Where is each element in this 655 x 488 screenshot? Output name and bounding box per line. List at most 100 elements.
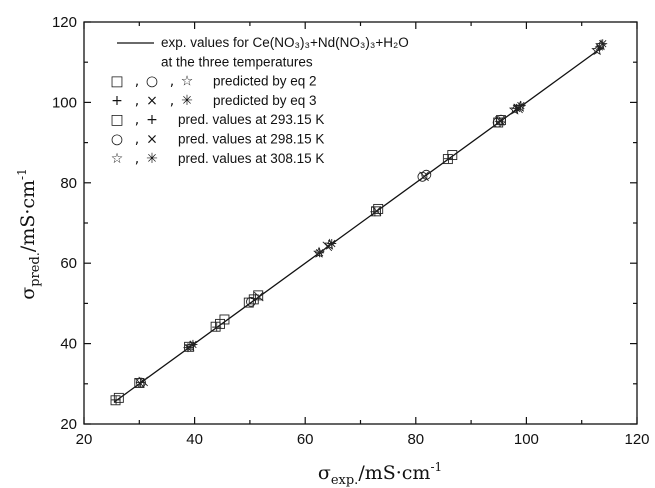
data-point-square — [113, 392, 124, 403]
data-point-circle — [492, 117, 503, 128]
data-point-square-shape — [113, 392, 124, 403]
data-point-plus-shape — [111, 395, 121, 405]
x-tick-label: 60 — [297, 431, 314, 448]
data-point-cross — [419, 171, 429, 182]
legend-symbol: + — [111, 93, 123, 109]
data-point-plus-shape — [212, 322, 222, 332]
y-tick-label: 80 — [60, 175, 77, 192]
legend-separator: , — [135, 112, 139, 128]
legend-entry-text: predicted by eq 2 — [213, 74, 317, 89]
data-point-cross — [138, 376, 148, 387]
data-point-circle-shape — [136, 377, 146, 388]
legend: exp. values for Ce(NO₃)₃+Nd(NO₃)₃+H₂O at … — [110, 35, 408, 167]
data-point-asterisk-shape — [327, 239, 337, 249]
legend-entry-text: pred. values at 293.15 K — [178, 112, 324, 127]
data-point-square — [373, 203, 384, 214]
data-point-asterisk-shape — [511, 103, 521, 113]
data-point-plus — [212, 322, 222, 332]
data-point-cross-shape — [135, 378, 145, 388]
legend-entry-text: at the three temperatures — [161, 54, 313, 69]
data-point-square — [253, 290, 264, 301]
data-point-cross-shape — [253, 291, 264, 302]
legend-separator: , — [135, 74, 139, 90]
data-point-asterisk-shape — [598, 39, 608, 49]
x-axis-symbol: σ — [318, 462, 331, 484]
legend-symbol: ○ — [111, 132, 123, 148]
data-point-cross — [253, 291, 264, 302]
legend-symbol: ✳ — [146, 151, 158, 167]
axes: 20 40 60 80 100 120 20 40 60 80 100 120 — [52, 14, 650, 448]
y-axis-label: σpred./mS·cm-1 — [15, 168, 43, 300]
data-point-circle — [246, 296, 256, 307]
x-axis-label: σexp./mS·cm-1 — [318, 460, 442, 488]
legend-entry-text: exp. values for Ce(NO₃)₃+Nd(NO₃)₃+H₂O — [161, 35, 409, 50]
data-point-plus — [111, 395, 121, 405]
x-tick-label: 20 — [76, 431, 93, 448]
x-axis-superscript: -1 — [430, 460, 442, 474]
y-axis-symbol: σ — [17, 287, 39, 300]
data-point-asterisk-shape — [183, 343, 193, 353]
data-point-star-shape — [313, 246, 325, 258]
y-tick-label: 40 — [60, 336, 77, 353]
data-point-asterisk — [516, 101, 526, 111]
legend-entry-text: predicted by eq 3 — [213, 93, 317, 108]
legend-symbol: + — [146, 112, 158, 128]
legend-symbol: × — [146, 132, 158, 148]
legend-symbol: ✳ — [181, 93, 193, 109]
data-point-square-shape — [219, 314, 230, 325]
data-point-circle-shape — [496, 114, 506, 125]
legend-entry-text: pred. values at 298.15 K — [178, 132, 324, 147]
data-point-asterisk — [315, 248, 325, 258]
data-point-cross — [371, 206, 382, 216]
data-point-asterisk-shape — [315, 248, 325, 258]
legend-separator: , — [170, 74, 174, 90]
x-tick-label: 100 — [514, 431, 539, 448]
legend-separator: , — [170, 93, 174, 109]
legend-symbol: × — [146, 93, 158, 109]
data-point-asterisk — [183, 343, 193, 353]
data-point-circle — [496, 114, 506, 125]
data-point-circle-shape — [492, 117, 503, 128]
legend-symbol: ○ — [146, 74, 158, 90]
legend-separator: , — [135, 132, 139, 148]
data-point-square-shape — [253, 290, 264, 301]
data-point-asterisk — [327, 239, 337, 249]
data-point-asterisk-shape — [516, 101, 526, 111]
x-tick-label: 40 — [186, 431, 203, 448]
data-point-circle-shape — [421, 169, 432, 180]
data-point-cross-shape — [495, 116, 505, 126]
legend-separator: , — [135, 151, 139, 167]
data-point-cross-shape — [371, 206, 382, 216]
data-point-circle — [136, 377, 146, 388]
data-point-plus — [443, 154, 453, 164]
plot-area — [110, 39, 608, 406]
y-tick-label: 100 — [52, 94, 77, 111]
data-point-square — [447, 150, 458, 161]
data-point-cross — [495, 116, 505, 126]
y-axis-unit: /mS·cm — [17, 180, 39, 252]
legend-entry-text: pred. values at 308.15 K — [178, 151, 324, 166]
data-point-asterisk-shape — [188, 339, 198, 349]
legend-symbol: ☆ — [181, 74, 194, 90]
data-point-square-shape — [447, 150, 458, 161]
data-point-cross-shape — [419, 171, 429, 182]
data-point-asterisk — [188, 339, 198, 349]
data-point-star — [313, 246, 325, 258]
legend-symbol: □ — [110, 112, 123, 128]
data-point-asterisk — [598, 39, 608, 49]
data-point-cross — [135, 378, 145, 388]
x-axis-unit: /mS·cm — [358, 462, 430, 484]
data-point-circle-shape — [246, 296, 256, 307]
x-tick-label: 120 — [624, 431, 649, 448]
x-tick-label: 80 — [407, 431, 424, 448]
data-point-plus-shape — [443, 154, 453, 164]
data-point-cross-shape — [138, 376, 148, 387]
y-tick-label: 20 — [60, 416, 77, 433]
data-point-asterisk — [511, 103, 521, 113]
legend-symbol: ☆ — [111, 151, 124, 167]
legend-separator: , — [135, 93, 139, 109]
y-axis-superscript: -1 — [15, 168, 29, 180]
x-axis-subscript: exp. — [331, 473, 358, 488]
y-axis-subscript: pred. — [28, 252, 43, 287]
